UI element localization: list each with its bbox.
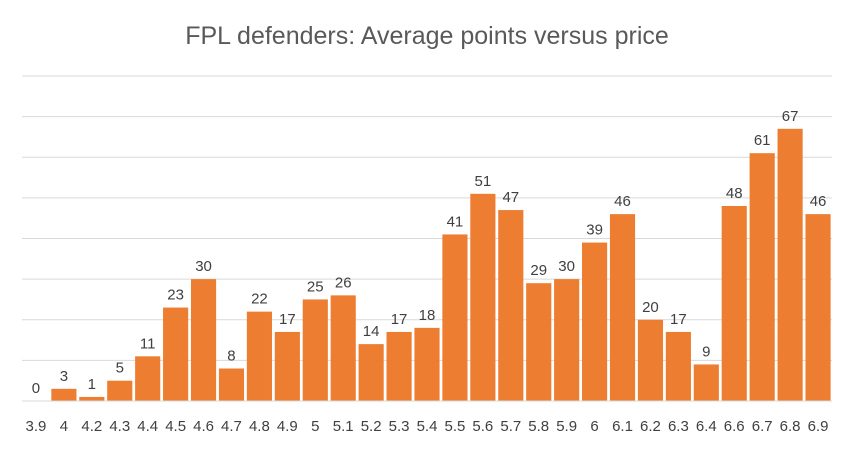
bar: [107, 380, 133, 401]
bar: [665, 331, 691, 401]
data-label: 18: [419, 307, 436, 324]
data-label: 5: [116, 360, 124, 377]
bar: [582, 242, 608, 401]
bar: [721, 206, 747, 401]
x-tick-label: 4.6: [193, 418, 214, 435]
data-label: 39: [586, 222, 603, 239]
gridlines: [22, 75, 832, 361]
x-tick-label: 6: [590, 418, 598, 435]
data-label: 48: [726, 185, 743, 202]
bar: [637, 319, 664, 401]
data-label: 30: [558, 258, 575, 275]
chart-title: FPL defenders: Average points versus pri…: [185, 22, 669, 50]
x-tick-label: 6.4: [696, 418, 717, 435]
x-tick-label: 6.6: [724, 418, 745, 435]
data-label: 46: [810, 193, 827, 210]
data-label: 41: [447, 213, 464, 230]
data-label: 0: [32, 380, 40, 397]
x-tick-label: 4.4: [137, 418, 158, 435]
data-label: 17: [279, 311, 296, 328]
x-tick-label: 6.9: [808, 418, 829, 435]
data-label: 67: [782, 108, 799, 125]
data-label: 29: [530, 262, 547, 279]
x-tick-label: 5.1: [333, 418, 354, 435]
bar: [609, 214, 636, 401]
x-tick-label: 4.9: [277, 418, 298, 435]
data-label: 8: [227, 348, 235, 365]
data-label: 20: [642, 299, 659, 316]
bar: [163, 307, 189, 401]
x-tick-label: 6.8: [780, 418, 801, 435]
x-tick-label: 4.5: [165, 418, 186, 435]
bar: [693, 364, 719, 401]
x-tick-label: 5.7: [500, 418, 521, 435]
bar: [777, 128, 803, 401]
bar: [190, 279, 217, 401]
data-label: 17: [391, 311, 408, 328]
x-tick-label: 6.1: [612, 418, 633, 435]
data-label: 11: [140, 335, 156, 352]
bar: [749, 153, 775, 401]
x-tick-label: 4.7: [221, 418, 242, 435]
x-tick-label: 6.3: [668, 418, 689, 435]
data-label: 14: [363, 323, 380, 340]
x-tick-label: 4.2: [81, 418, 102, 435]
data-label: 51: [475, 173, 492, 190]
bar: [51, 388, 77, 401]
x-tick-label: 3.9: [26, 418, 47, 435]
x-tick-label: 5.2: [361, 418, 382, 435]
bar: [526, 283, 552, 401]
bar: [246, 311, 272, 401]
x-tick-label: 5.6: [472, 418, 493, 435]
bar: [302, 299, 328, 401]
bar: [135, 356, 161, 401]
x-tick-label: 4.3: [109, 418, 130, 435]
data-label: 46: [614, 193, 631, 210]
bar: [498, 210, 524, 401]
x-tick-labels: 3.9 4 4.2 4.3 4.4 4.5 4.6 4.7 4.8 4.9 5 5.1 5.2 5.3 5.…: [26, 418, 829, 435]
bar: [386, 331, 412, 401]
x-tick-label: 6.7: [752, 418, 773, 435]
bar: [218, 368, 245, 401]
bar: [442, 234, 468, 401]
x-tick-label: 4: [60, 418, 68, 435]
x-tick-label: 6.2: [640, 418, 661, 435]
bar: [414, 327, 440, 401]
bar: [358, 344, 384, 401]
bar: [274, 331, 300, 401]
data-label: 61: [754, 132, 771, 149]
data-label: 1: [88, 376, 96, 393]
x-tick-label: 5.9: [556, 418, 577, 435]
bar: [554, 279, 580, 401]
data-label: 25: [307, 278, 324, 295]
bars: [51, 128, 831, 401]
x-tick-label: 5.8: [528, 418, 549, 435]
data-label: 30: [195, 258, 212, 275]
data-label: 26: [335, 274, 352, 291]
bar: [330, 295, 356, 401]
x-tick-label: 5.4: [417, 418, 438, 435]
x-tick-label: 5.5: [445, 418, 466, 435]
x-tick-label: 5.3: [389, 418, 410, 435]
bar: [805, 214, 831, 401]
x-tick-label: 5: [311, 418, 319, 435]
data-label: 23: [167, 287, 184, 304]
data-labels: 0 3 1 5 11 23 30 8 22 17 25 26 14 17 18 41 51 47 29 30 39 46 2…: [32, 108, 827, 397]
bar: [470, 193, 496, 401]
x-tick-label: 4.8: [249, 418, 270, 435]
data-label: 17: [670, 311, 687, 328]
data-label: 47: [502, 189, 519, 206]
data-label: 9: [702, 343, 710, 360]
bar: [79, 396, 105, 401]
data-label: 22: [251, 291, 268, 308]
data-label: 3: [60, 368, 68, 385]
